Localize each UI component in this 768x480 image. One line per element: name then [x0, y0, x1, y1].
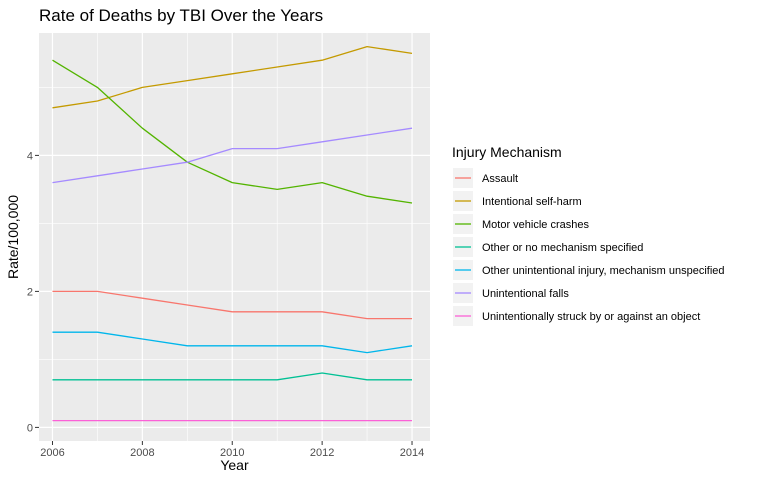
legend-label-intentional-self-harm: Intentional self-harm: [482, 196, 582, 208]
legend-label-assault: Assault: [482, 173, 518, 185]
x-tick-label: 2008: [130, 447, 154, 459]
x-tick-label: 2014: [400, 447, 424, 459]
legend-title: Injury Mechanism: [452, 144, 562, 160]
y-tick-label: 0: [27, 422, 33, 434]
series-line-assault: [52, 290, 413, 320]
series-lines: [52, 45, 413, 422]
x-tick-label: 2012: [310, 447, 334, 459]
legend-label-other-or-no-mechanism-specified: Other or no mechanism specified: [482, 242, 643, 254]
y-tick-label: 2: [27, 286, 33, 298]
y-tick-label: 4: [27, 150, 33, 162]
series-line-other-or-no-mechanism-specified: [52, 372, 413, 381]
series-line-other-unintentional-injury-mechanism-unspecified: [52, 331, 413, 354]
x-tick-label: 2006: [40, 447, 64, 459]
y-axis: 0 2 4: [27, 150, 39, 434]
legend-label-other-unintentional-injury-mechanism-unspecified: Other unintentional injury, mechanism un…: [482, 265, 725, 277]
legend-label-unintentional-falls: Unintentional falls: [482, 288, 569, 300]
series-line-unintentional-falls: [52, 127, 413, 184]
legend-label-unintentionally-struck-by-or-against-an-object: Unintentionally struck by or against an …: [482, 311, 700, 323]
series-line-motor-vehicle-crashes: [52, 59, 413, 204]
x-axis: 2006 2008 2010 2012 2014: [40, 441, 424, 459]
plot-panel: [39, 33, 430, 441]
legend: Injury Mechanism Assault Intentional self…: [452, 144, 725, 326]
legend-label-motor-vehicle-crashes: Motor vehicle crashes: [482, 219, 589, 231]
y-axis-title: Rate/100,000: [5, 195, 21, 279]
x-axis-title: Year: [220, 457, 249, 473]
series-line-intentional-self-harm: [52, 45, 413, 109]
x-tick-label: 2010: [220, 447, 244, 459]
chart-title: Rate of Deaths by TBI Over the Years: [39, 6, 323, 25]
